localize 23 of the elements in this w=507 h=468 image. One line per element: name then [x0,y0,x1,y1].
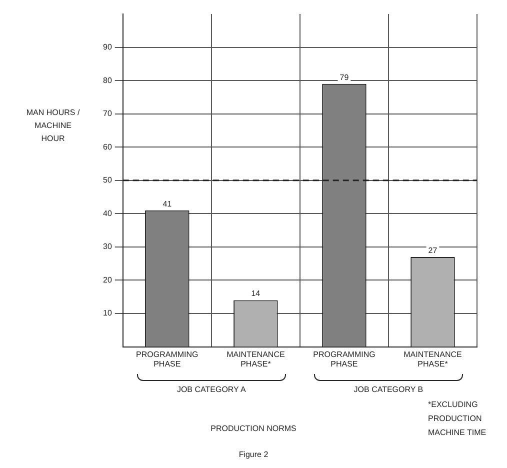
y-axis-title: MAN HOURS / MACHINE HOUR [25,106,81,145]
text: JOB CATEGORY A [176,385,247,394]
x-tick-label: MAINTENANCE PHASE* [404,350,462,368]
y-tick-label: 40 [102,208,112,218]
data-label: 27 [428,246,438,255]
text: Figure 2 [238,450,270,459]
x-tick-label: PROGRAMMING PHASE [313,350,376,368]
y-tick-label: 60 [102,142,112,152]
data-label: 41 [162,199,172,208]
y-tick-label: 30 [102,242,112,252]
y-tick-label: 50 [102,176,112,185]
x-tick-label: MAINTENANCE PHASE* [226,350,285,368]
y-tick-label: 90 [102,42,112,52]
text: JOB CATEGORY B [352,385,424,394]
y-tick-label: 70 [102,109,112,118]
y-tick-label: 10 [102,308,112,318]
x-tick-label: PROGRAMMING PHASE [136,350,198,368]
text: *EXCLUDING PRODUCTION MACHINE TIME [428,399,488,439]
text: PRODUCTION NORMS [210,424,296,433]
y-tick-label: 80 [102,76,112,85]
y-tick-label: 20 [102,275,112,284]
data-label: 14 [251,289,261,298]
data-label: 79 [340,72,350,82]
